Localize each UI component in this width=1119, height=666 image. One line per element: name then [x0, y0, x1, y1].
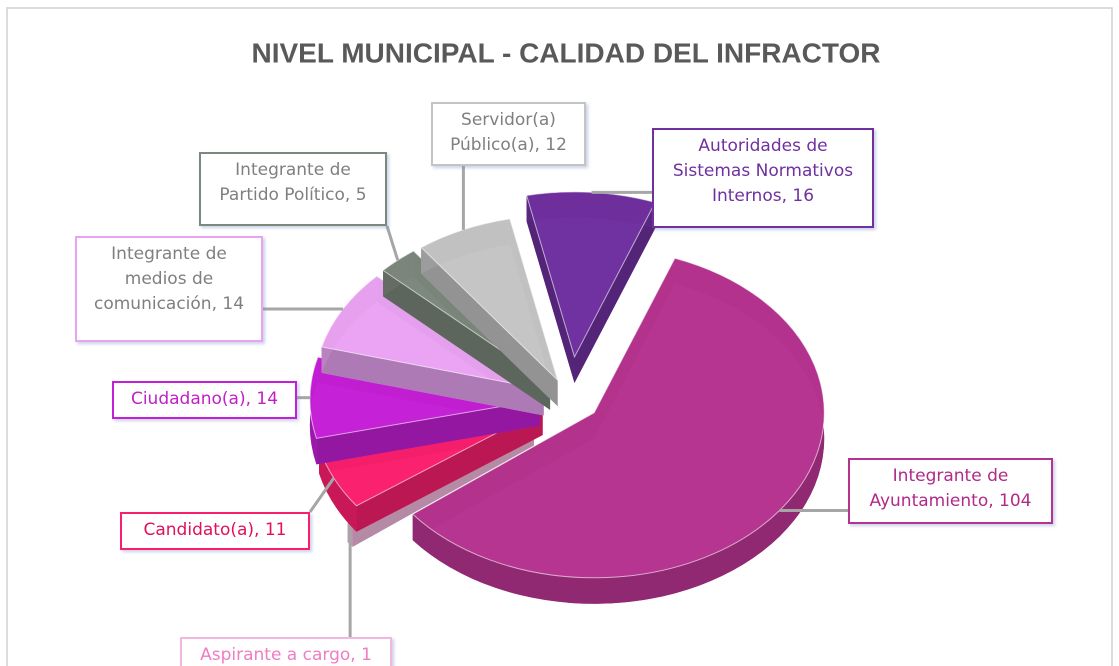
slice-side: [319, 447, 357, 532]
data-label: Autoridades de Sistemas Normativos Inter…: [652, 128, 874, 228]
slice-wall-shade: [526, 195, 656, 383]
slice-wall: [321, 276, 544, 416]
data-label: Integrante de Ayuntamiento, 104: [848, 458, 1053, 524]
leader-line: [308, 477, 336, 513]
data-label: Ciudadano(a), 14: [112, 381, 297, 419]
data-label: Servidor(a) Público(a), 12: [431, 102, 586, 166]
data-label: Integrante de Partido Político, 5: [199, 152, 387, 226]
slice-wall-shade: [321, 276, 544, 416]
data-label: Candidato(a), 11: [120, 512, 310, 550]
slice-side-shade: [319, 447, 357, 532]
slice-wall: [526, 195, 656, 383]
data-label: Aspirante a cargo, 1: [180, 637, 392, 666]
slice-wall-shade: [383, 251, 551, 410]
slice-side: [412, 258, 825, 604]
data-label: Integrante de medios de comunicación, 14: [75, 236, 263, 342]
pie-slice: [526, 191, 656, 359]
leader-line: [385, 225, 400, 261]
slice-wall: [383, 251, 551, 410]
chart-title: NIVEL MUNICIPAL - CALIDAD DEL INFRACTOR: [252, 37, 881, 68]
slice-side-shade: [412, 258, 825, 604]
